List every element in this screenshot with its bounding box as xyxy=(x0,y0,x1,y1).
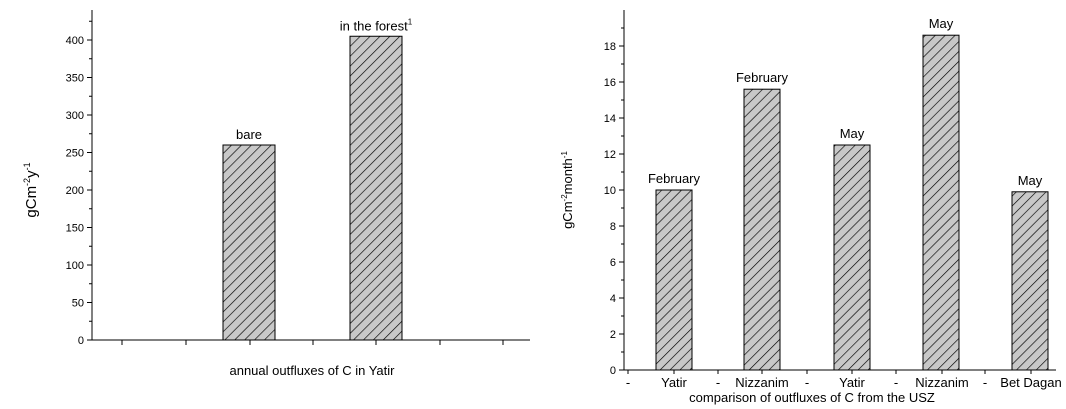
y-tick-label: 200 xyxy=(66,185,84,197)
chart-1-bars: bare in the forest1 xyxy=(222,17,413,341)
x-tick-label: Yatir xyxy=(839,375,865,390)
bar xyxy=(922,34,960,371)
bar-data-label: May xyxy=(929,16,954,31)
bar xyxy=(833,144,871,371)
chart-1: 0 50 100 150 200 250 300 350 400 bare in the fore… xyxy=(22,10,530,378)
bar-data-label: in the forest1 xyxy=(340,17,413,33)
x-tick-label: Yatir xyxy=(661,375,687,390)
y-tick-label: 350 xyxy=(66,73,84,85)
y-tick-label: 18 xyxy=(604,41,616,53)
bar xyxy=(222,144,276,341)
y-tick-label: 10 xyxy=(604,185,616,197)
y-tick-label: 16 xyxy=(604,77,616,89)
chart-2-y-axis: 0 2 4 6 8 10 12 14 16 18 xyxy=(604,10,625,377)
x-tick-label: - xyxy=(894,375,898,390)
y-tick-label: 250 xyxy=(66,148,84,160)
x-tick-label: - xyxy=(626,375,630,390)
bar-data-label: May xyxy=(840,126,865,141)
bar-data-label: February xyxy=(736,70,789,85)
chart-1-y-axis: 0 50 100 150 200 250 300 350 400 xyxy=(66,10,93,347)
chart-2-x-axis-title: comparison of outfluxes of C from the US… xyxy=(689,390,935,405)
y-tick-label: 50 xyxy=(72,298,84,310)
bar xyxy=(349,35,403,341)
y-tick-label: 400 xyxy=(66,35,84,47)
y-tick-label: 100 xyxy=(66,260,84,272)
y-tick-label: 0 xyxy=(610,365,616,377)
x-tick-label: Bet Dagan xyxy=(1000,375,1061,390)
y-tick-label: 150 xyxy=(66,223,84,235)
chart-2-x-axis: - Yatir - Nizzanim - Yatir - Nizzanim - Bet Dagan xyxy=(624,369,1062,390)
y-tick-label: 14 xyxy=(604,113,616,125)
bar-data-label: May xyxy=(1018,173,1043,188)
x-tick-label: - xyxy=(805,375,809,390)
bar xyxy=(1011,191,1049,371)
x-tick-label: - xyxy=(983,375,987,390)
y-tick-label: 6 xyxy=(610,257,616,269)
chart-1-y-axis-title: gCm-2y-1 xyxy=(22,162,40,217)
chart-1-x-axis xyxy=(92,339,530,345)
y-tick-label: 4 xyxy=(610,293,616,305)
chart-1-x-axis-title: annual outfluxes of C in Yatir xyxy=(229,363,395,378)
bar-data-label: February xyxy=(648,171,701,186)
x-tick-label: - xyxy=(716,375,720,390)
x-tick-label: Nizzanim xyxy=(735,375,788,390)
chart-2-y-axis-title: gCm-2month-1 xyxy=(560,151,575,229)
y-tick-label: 2 xyxy=(610,329,616,341)
y-tick-label: 0 xyxy=(78,335,84,347)
bar xyxy=(743,88,781,371)
bar-data-label: bare xyxy=(236,127,262,142)
bar xyxy=(655,189,693,371)
x-tick-label: Nizzanim xyxy=(915,375,968,390)
y-tick-label: 300 xyxy=(66,110,84,122)
y-tick-label: 8 xyxy=(610,221,616,233)
y-tick-label: 12 xyxy=(604,149,616,161)
chart-2-bars: February February May May May xyxy=(648,16,1049,371)
